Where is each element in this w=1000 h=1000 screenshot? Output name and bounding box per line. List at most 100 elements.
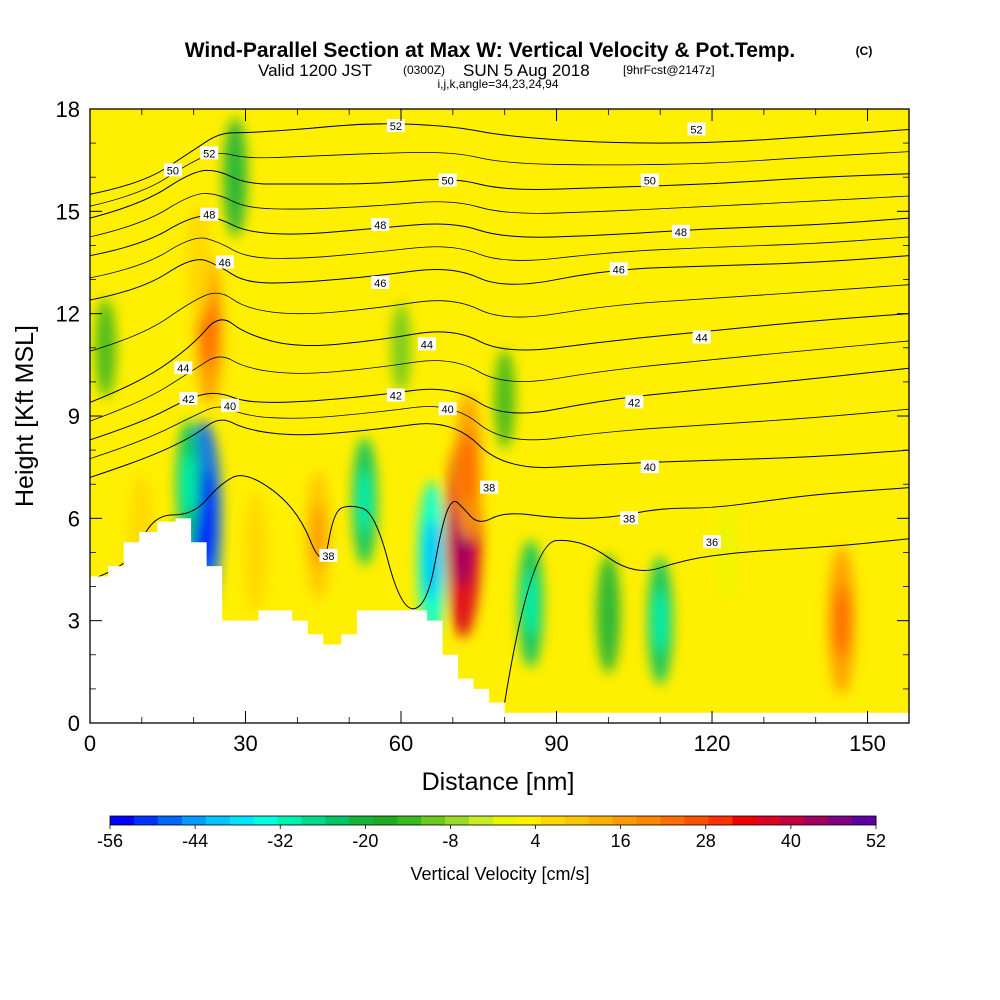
velocity-cell: [596, 554, 621, 674]
subtitle-utc: (0300Z): [403, 63, 445, 77]
contour-label-box: [220, 398, 239, 412]
contour-label: 38: [483, 483, 495, 495]
colorbar-label: -8: [442, 831, 458, 851]
contour-label: 48: [203, 210, 215, 222]
velocity-core: [423, 520, 441, 599]
contour-label-box: [200, 146, 219, 160]
x-tick-label: 90: [544, 731, 568, 756]
colorbar-swatch: [277, 816, 302, 825]
velocity-cell: [494, 349, 516, 449]
title-mark: (C): [856, 44, 873, 58]
y-tick-label: 18: [56, 97, 80, 122]
contour-label-box: [480, 480, 499, 494]
theta-contour-36: [504, 538, 909, 703]
contour-label-box: [371, 217, 390, 231]
subtitle-date: SUN 5 Aug 2018: [463, 61, 590, 80]
colorbar-label: 4: [531, 831, 541, 851]
subtitle-valid: Valid 1200 JST: [258, 61, 372, 80]
velocity-cell: [223, 118, 248, 237]
theta-contour-minor: [90, 340, 909, 422]
theta-contour-minor: [90, 193, 909, 238]
colorbar-swatch: [636, 816, 662, 825]
colorbar-label: -32: [267, 831, 293, 851]
contour-label: 40: [442, 404, 454, 416]
colorbar-swatch: [564, 816, 590, 825]
y-tick-label: 15: [56, 199, 80, 224]
colorbar-label: -56: [97, 831, 123, 851]
contour-label-box: [671, 224, 690, 238]
contour-labels: 52 52 52 50 50 50 48 48 48 46 46 46 44 44 44 42 42 42 40 40…: [163, 119, 722, 563]
colorbar-swatch: [852, 816, 877, 825]
x-tick-label: 120: [694, 731, 731, 756]
contour-label-box: [625, 395, 644, 409]
theta-contour-minor: [90, 406, 909, 460]
theta-contour-50: [90, 169, 909, 219]
contour-label-box: [703, 535, 722, 549]
colorbar-swatch: [133, 816, 159, 825]
colorbar-swatch: [684, 816, 709, 825]
velocity-cell: [186, 203, 211, 322]
velocity-core: [833, 583, 850, 658]
velocity-core: [201, 293, 217, 368]
colorbar-swatch: [349, 816, 374, 825]
contour-label: 42: [182, 394, 194, 406]
theta-contour-38: [90, 475, 909, 610]
colorbar-swatch: [229, 816, 255, 825]
colorbar-swatch: [253, 816, 279, 825]
contour-label-box: [620, 511, 639, 525]
subtitle-forecast: [9hrFcst@2147z]: [623, 63, 715, 77]
contour-label: 38: [623, 513, 635, 525]
colorbar-title: Vertical Velocity [cm/s]: [410, 864, 589, 884]
y-tick-label: 0: [68, 711, 80, 736]
colorbar-swatch: [540, 816, 566, 825]
velocity-cell: [95, 298, 116, 398]
contour-label-box: [609, 262, 628, 276]
colorbar-swatch: [421, 816, 446, 825]
contour-label: 46: [613, 264, 625, 276]
contour-label-box: [438, 402, 457, 416]
contour-label-box: [386, 388, 405, 402]
velocity-core: [523, 571, 538, 636]
colorbar-swatch: [732, 816, 757, 825]
contour-label-box: [179, 391, 198, 405]
colorbar-swatch: [780, 816, 805, 825]
y-tick-label: 9: [68, 404, 80, 429]
contour-label-box: [687, 122, 706, 136]
colorbar-label: -44: [182, 831, 208, 851]
colorbar-swatch: [493, 816, 518, 825]
colorbar-swatch: [588, 816, 614, 825]
velocity-cell: [716, 500, 739, 605]
colorbar-swatch: [205, 816, 231, 825]
colorbar: -56 -44 -32 -20 -8 4 16 28 40 52: [97, 815, 886, 851]
contour-label-box: [215, 255, 234, 269]
chart-title: Wind-Parallel Section at Max W: Vertical…: [185, 39, 796, 62]
contour-label: 50: [644, 176, 656, 188]
colorbar-swatch: [516, 816, 542, 825]
contour-label: 44: [177, 363, 189, 375]
colorbar-swatch: [708, 816, 733, 825]
velocity-core: [357, 469, 372, 534]
colorbar-swatch: [110, 816, 135, 825]
velocity-core: [181, 452, 196, 517]
colorbar-label: 28: [696, 831, 716, 851]
contour-label-box: [640, 173, 659, 187]
colorbar-label: -20: [352, 831, 378, 851]
theta-contour-minor: [90, 284, 909, 352]
contour-label: 36: [706, 537, 718, 549]
velocity-cell: [391, 302, 411, 393]
contour-label: 48: [374, 220, 386, 232]
colorbar-swatch: [445, 816, 470, 825]
x-tick-label: 150: [849, 731, 886, 756]
contour-label: 44: [696, 333, 708, 345]
colorbar-swatch: [804, 816, 829, 825]
colorbar-swatch: [157, 816, 183, 825]
contour-label: 50: [442, 176, 454, 188]
x-axis-title: Distance [nm]: [422, 768, 575, 796]
contour-label: 42: [390, 391, 402, 403]
contour-label-box: [174, 361, 193, 375]
colorbar-swatch: [756, 816, 781, 825]
contour-label: 50: [167, 165, 179, 177]
contour-label: 48: [675, 227, 687, 239]
contour-label: 52: [690, 124, 702, 136]
